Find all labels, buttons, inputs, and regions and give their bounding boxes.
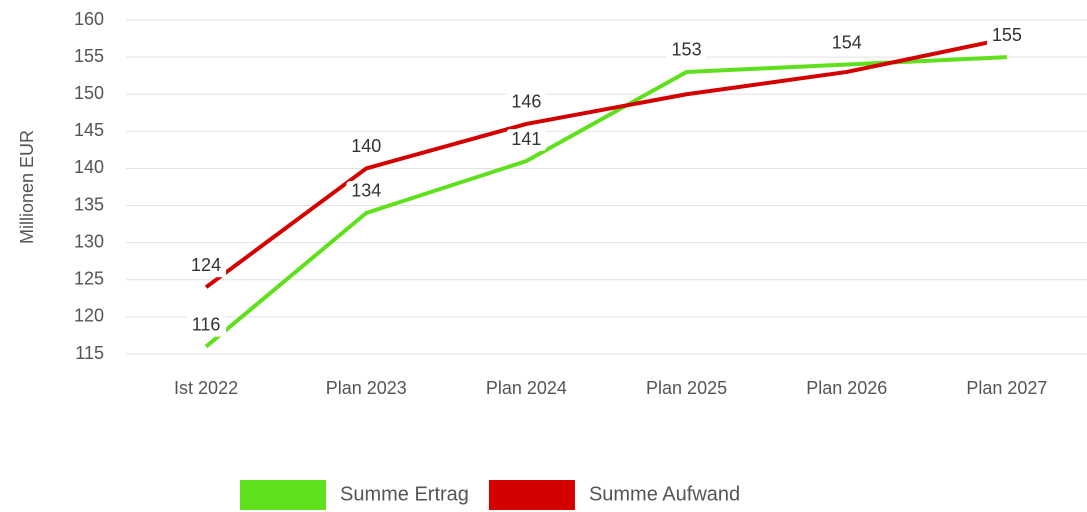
data-label-bg <box>506 129 547 152</box>
data-label-bg <box>346 180 387 203</box>
y-tick-label: 155 <box>74 46 104 66</box>
data-label-bg <box>666 39 707 62</box>
data-label: 141 <box>511 129 541 149</box>
y-tick-label: 120 <box>74 306 104 326</box>
data-label-bg <box>186 255 227 278</box>
y-axis-title: Millionen EUR <box>17 130 37 244</box>
x-tick-label: Plan 2027 <box>966 378 1047 398</box>
y-tick-label: 150 <box>74 83 104 103</box>
series-line <box>204 36 1008 289</box>
y-tick-label: 135 <box>74 194 104 214</box>
data-label-bg <box>826 32 867 55</box>
data-label: 124 <box>191 255 221 275</box>
legend-label: Summe Ertrag <box>340 483 469 505</box>
x-tick-label: Plan 2024 <box>486 378 567 398</box>
data-label-bg <box>986 25 1027 48</box>
data-label: 146 <box>511 92 541 112</box>
x-tick-label: Plan 2023 <box>326 378 407 398</box>
x-tick-label: Ist 2022 <box>174 378 238 398</box>
y-tick-label: 130 <box>74 231 104 251</box>
legend-swatch <box>240 480 326 510</box>
y-tick-label: 140 <box>74 157 104 177</box>
legend-label: Summe Aufwand <box>589 483 740 505</box>
data-label: 134 <box>351 181 381 201</box>
legend-swatch <box>488 480 575 510</box>
y-tick-label: 115 <box>75 343 104 363</box>
series-line <box>204 55 1008 349</box>
data-label-bg <box>506 91 547 114</box>
data-label: 140 <box>351 136 381 156</box>
data-label: 155 <box>992 25 1022 45</box>
x-tick-label: Plan 2026 <box>806 378 887 398</box>
x-tick-label: Plan 2025 <box>646 378 727 398</box>
data-label-bg <box>346 136 387 159</box>
data-label: 116 <box>192 314 221 334</box>
y-tick-label: 160 <box>74 9 104 29</box>
data-label: 153 <box>672 40 702 60</box>
data-label: 154 <box>832 32 862 52</box>
y-tick-label: 125 <box>74 269 104 289</box>
data-label-bg <box>186 314 227 337</box>
y-tick-label: 145 <box>74 120 104 140</box>
